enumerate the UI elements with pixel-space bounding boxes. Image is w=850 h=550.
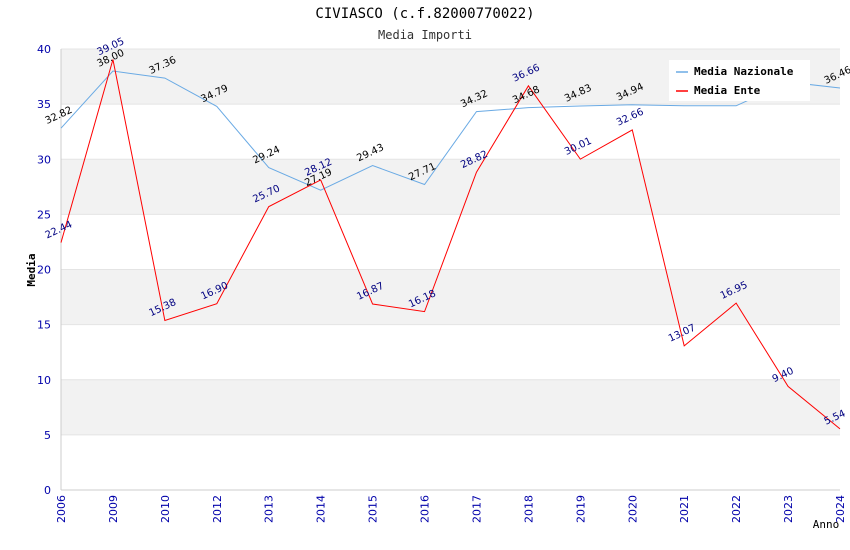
series-line-nazionale — [60, 70, 841, 191]
y-axis-label: Media — [25, 253, 38, 286]
grid-band — [61, 434, 840, 490]
x-tick-label: 2020 — [626, 495, 639, 523]
y-tick-label: 30 — [37, 153, 51, 166]
x-tick-label: 2018 — [522, 495, 535, 523]
legend-label-ente: Media Ente — [694, 84, 761, 97]
x-tick-label: 2016 — [419, 495, 432, 523]
legend-box — [669, 60, 810, 101]
y-tick-label: 5 — [44, 429, 51, 442]
series-line-ente — [60, 59, 841, 430]
x-axis-ticks: 2006 2009 2010 2012 2013 2014 2015 2016 2017 2018… — [55, 495, 847, 523]
x-tick-label: 2012 — [211, 495, 224, 523]
y-tick-label: 25 — [37, 208, 51, 221]
x-axis-label: Anno — [813, 518, 840, 531]
x-tick-label: 2009 — [107, 495, 120, 523]
x-tick-label: 2024 — [834, 495, 847, 523]
y-tick-label: 20 — [37, 264, 51, 277]
x-tick-label: 2023 — [782, 495, 795, 523]
chart-subtitle: Media Importi — [378, 28, 472, 42]
grid-band — [61, 379, 840, 435]
x-tick-label: 2013 — [263, 495, 276, 523]
legend: Media Nazionale Media Ente — [669, 60, 810, 101]
series-lines — [60, 59, 841, 430]
x-tick-label: 2010 — [159, 495, 172, 523]
x-tick-label: 2015 — [367, 495, 380, 523]
x-tick-label: 2006 — [55, 495, 68, 523]
x-tick-label: 2021 — [678, 495, 691, 523]
chart-title: CIVIASCO (c.f.82000770022) — [315, 6, 534, 22]
y-tick-label: 40 — [37, 43, 51, 56]
grid-band — [61, 269, 840, 325]
y-tick-label: 35 — [37, 98, 51, 111]
x-tick-label: 2019 — [574, 495, 587, 523]
grid-band — [61, 104, 840, 160]
x-tick-label: 2017 — [470, 495, 483, 523]
x-tick-label: 2022 — [730, 495, 743, 523]
y-tick-label: 15 — [37, 319, 51, 332]
legend-label-nazionale: Media Nazionale — [694, 65, 794, 78]
y-axis-ticks: 0 5 10 15 20 25 30 35 40 — [37, 43, 51, 497]
x-tick-label: 2014 — [315, 495, 328, 523]
y-tick-label: 10 — [37, 374, 51, 387]
grid-band — [61, 324, 840, 380]
axes — [60, 49, 840, 491]
y-tick-label: 0 — [44, 484, 51, 497]
grid-band — [61, 159, 840, 215]
